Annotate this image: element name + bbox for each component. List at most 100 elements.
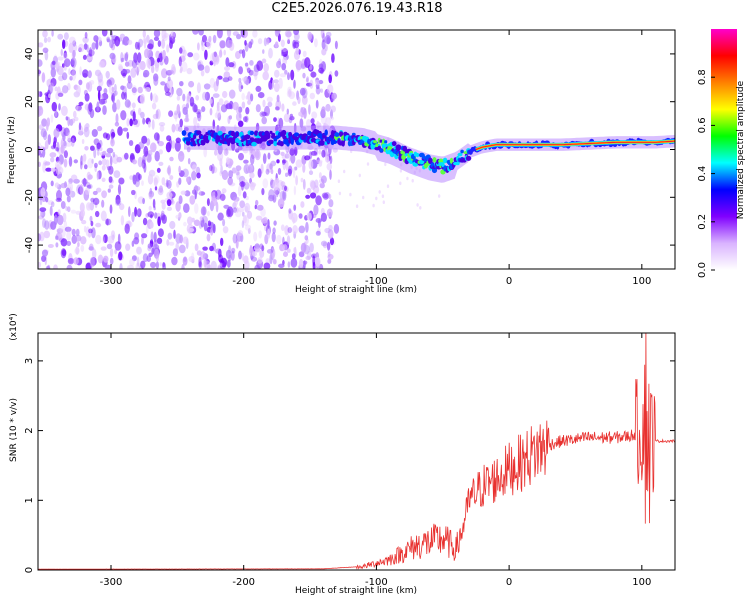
noise-cell: [254, 204, 257, 210]
noise-cell: [127, 39, 133, 45]
noise-cell: [47, 134, 51, 145]
noise-cell: [169, 156, 174, 162]
noise-cell: [49, 82, 54, 92]
noise-cell: [283, 251, 288, 257]
noise-cell: [63, 32, 69, 40]
noise-cell: [197, 112, 202, 122]
noise-cell: [88, 49, 95, 57]
noise-cell: [285, 160, 289, 171]
noise-cell: [313, 204, 319, 216]
noise-cell: [47, 264, 51, 269]
noise-cell: [74, 234, 82, 242]
noise-cell: [73, 257, 79, 265]
noise-cell: [63, 127, 70, 137]
noise-cell: [46, 121, 49, 131]
noise-cell: [112, 151, 116, 158]
ridge-cell: [334, 132, 340, 138]
noise-cell: [240, 85, 244, 90]
noise-cell: [128, 206, 131, 218]
noise-cell: [143, 162, 147, 173]
noise-cell: [84, 93, 90, 102]
noise-cell: [194, 243, 199, 252]
noise-cell: [181, 61, 188, 73]
noise-cell: [38, 261, 42, 268]
noise-cell: [78, 101, 84, 106]
noise-cell: [293, 247, 297, 254]
noise-cell: [141, 159, 146, 169]
noise-cell: [258, 230, 263, 239]
noise-cell: [302, 163, 306, 173]
noise-cell: [268, 47, 273, 59]
noise-cell: [196, 250, 202, 256]
noise-cell: [276, 60, 282, 69]
noise-cell: [52, 140, 57, 149]
ridge-cell: [254, 130, 259, 136]
noise-cell: [213, 51, 217, 58]
noise-cell: [218, 98, 224, 106]
noise-cell: [256, 60, 264, 71]
noise-cell: [222, 218, 226, 227]
noise-cell: [98, 160, 103, 166]
ridge-cell: [379, 148, 384, 153]
noise-cell: [167, 165, 171, 176]
noise-cell: [237, 230, 244, 237]
noise-cell: [327, 251, 331, 257]
noise-cell: [214, 189, 222, 200]
noise-cell: [61, 85, 69, 94]
noise-cell: [306, 119, 312, 128]
noise-cell: [237, 185, 242, 197]
noise-cell: [115, 194, 121, 205]
noise-cell: [68, 36, 76, 45]
noise-cell: [158, 185, 163, 193]
noise-cell: [178, 244, 186, 254]
noise-cell: [295, 159, 303, 168]
noise-cell: [321, 106, 326, 115]
noise-cell: [320, 240, 328, 247]
colorbar-ticks: 0.0 0.2 0.4 0.6 0.8: [697, 69, 715, 278]
noise-cell: [157, 140, 164, 147]
noise-cell: [50, 114, 54, 123]
noise-cell: [286, 248, 291, 253]
noise-cell: [252, 30, 258, 38]
noise-cell: [273, 79, 279, 84]
noise-cell: [288, 165, 293, 175]
noise-cell: [255, 215, 263, 221]
noise-cell: [149, 221, 154, 229]
noise-cell: [300, 242, 307, 253]
noise-cell: [219, 258, 225, 264]
noise-cell: [230, 250, 235, 261]
noise-cell: [284, 153, 290, 159]
noise-cell: [116, 156, 123, 163]
noise-cell: [238, 66, 244, 75]
noise-cell: [160, 81, 166, 86]
y-tick-label: -20: [24, 189, 35, 205]
noise-cell: [67, 206, 71, 213]
noise-cell: [102, 236, 105, 244]
noise-cell: [60, 182, 68, 189]
noise-cell: [70, 57, 77, 68]
noise-cell: [288, 208, 292, 214]
noise-cell: [158, 149, 163, 155]
noise-cell: [267, 228, 271, 239]
noise-cell: [167, 69, 174, 75]
noise-cell: [267, 152, 271, 160]
noise-cell: [50, 157, 55, 163]
noise-cell: [87, 158, 94, 169]
noise-cell: [201, 215, 208, 224]
noise-cell: [171, 256, 178, 266]
noise-cell: [306, 212, 312, 221]
noise-cell: [267, 101, 273, 108]
noise-cell: [320, 88, 323, 93]
noise-cell: [326, 162, 333, 171]
noise-cell: [277, 179, 284, 191]
noise-cell: [166, 191, 173, 200]
noise-cell: [161, 39, 166, 49]
noise-cell: [209, 245, 214, 252]
noise-cell: [93, 148, 97, 159]
noise-cell: [245, 196, 249, 201]
noise-cell: [276, 234, 282, 245]
ridge-cell: [384, 140, 388, 144]
noise-cell: [358, 173, 361, 178]
noise-cell: [174, 141, 181, 152]
noise-cell: [111, 86, 115, 93]
